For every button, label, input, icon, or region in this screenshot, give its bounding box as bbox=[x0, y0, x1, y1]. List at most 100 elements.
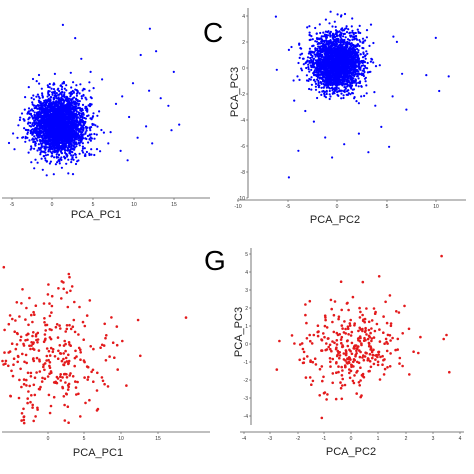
data-point bbox=[100, 128, 103, 132]
data-point bbox=[67, 172, 70, 175]
data-point bbox=[178, 123, 181, 126]
data-point bbox=[58, 146, 61, 149]
data-point bbox=[313, 70, 316, 73]
data-point bbox=[333, 35, 336, 39]
data-point bbox=[78, 122, 81, 125]
data-point bbox=[323, 93, 326, 96]
data-point bbox=[317, 79, 320, 83]
data-point bbox=[67, 158, 70, 161]
data-point bbox=[57, 153, 61, 156]
data-point bbox=[347, 28, 350, 31]
data-point bbox=[44, 127, 48, 130]
data-point bbox=[325, 68, 329, 71]
data-point bbox=[32, 98, 36, 101]
x-tick-label: 10 bbox=[131, 202, 137, 208]
data-point bbox=[54, 135, 57, 138]
data-point bbox=[53, 72, 57, 75]
data-point bbox=[126, 159, 129, 162]
data-point bbox=[319, 50, 322, 53]
data-point bbox=[35, 132, 38, 135]
data-point bbox=[60, 121, 64, 124]
data-point bbox=[31, 137, 34, 140]
data-point bbox=[70, 132, 73, 135]
data-point bbox=[18, 118, 21, 122]
data-point bbox=[45, 146, 48, 149]
data-point bbox=[61, 90, 64, 93]
data-point bbox=[58, 97, 61, 100]
data-point bbox=[42, 155, 45, 158]
points-top-right bbox=[274, 10, 450, 179]
data-point bbox=[351, 88, 354, 91]
data-point bbox=[344, 87, 347, 90]
data-point bbox=[95, 133, 98, 136]
data-point bbox=[55, 153, 58, 156]
data-point bbox=[75, 134, 78, 137]
data-point bbox=[42, 107, 46, 111]
x-tick-label: -5 bbox=[286, 204, 291, 210]
data-point bbox=[33, 104, 36, 107]
data-point bbox=[84, 117, 87, 120]
data-point bbox=[40, 150, 43, 153]
data-point bbox=[336, 13, 339, 16]
data-point bbox=[340, 92, 343, 95]
data-point bbox=[35, 128, 38, 131]
data-point bbox=[348, 75, 351, 78]
data-point bbox=[82, 112, 85, 115]
data-point bbox=[358, 44, 361, 48]
x-tick-label: -5 bbox=[10, 202, 15, 208]
data-point bbox=[41, 92, 44, 95]
data-point bbox=[357, 49, 360, 52]
data-point bbox=[313, 65, 316, 68]
data-point bbox=[90, 133, 93, 136]
data-point bbox=[69, 92, 72, 95]
data-point bbox=[307, 52, 310, 55]
data-point bbox=[72, 91, 75, 94]
data-point bbox=[91, 123, 94, 126]
data-point bbox=[81, 107, 84, 110]
data-point bbox=[358, 39, 361, 42]
data-point bbox=[155, 50, 158, 53]
data-point bbox=[79, 121, 82, 124]
data-point bbox=[359, 66, 362, 69]
data-point bbox=[131, 82, 135, 85]
data-point bbox=[71, 126, 75, 129]
data-point bbox=[47, 85, 50, 89]
data-point bbox=[312, 79, 315, 82]
data-point bbox=[48, 103, 51, 106]
data-point bbox=[89, 96, 92, 99]
data-point bbox=[332, 42, 335, 45]
data-point bbox=[34, 116, 37, 119]
data-point bbox=[311, 45, 314, 48]
data-point bbox=[339, 41, 342, 44]
data-point bbox=[350, 25, 353, 28]
data-point bbox=[56, 114, 59, 117]
data-point bbox=[372, 41, 375, 45]
data-point bbox=[71, 151, 74, 154]
data-point bbox=[301, 57, 305, 60]
data-point bbox=[41, 96, 44, 99]
data-point bbox=[36, 149, 39, 152]
data-point bbox=[306, 59, 309, 62]
data-point bbox=[72, 148, 75, 151]
data-point bbox=[57, 118, 61, 121]
data-point bbox=[35, 134, 38, 137]
y-tick-label: -10 bbox=[238, 196, 245, 202]
data-point bbox=[34, 143, 37, 146]
data-point bbox=[71, 128, 74, 131]
data-point bbox=[346, 81, 349, 84]
data-point bbox=[306, 56, 310, 59]
data-point bbox=[31, 103, 34, 106]
data-point bbox=[76, 113, 79, 116]
data-point bbox=[44, 106, 47, 109]
data-point bbox=[52, 150, 55, 153]
data-point bbox=[358, 63, 361, 66]
data-point bbox=[44, 114, 47, 117]
data-point bbox=[373, 91, 376, 94]
data-point bbox=[317, 70, 321, 73]
data-point bbox=[72, 81, 75, 84]
data-point bbox=[309, 38, 312, 41]
data-point bbox=[44, 110, 47, 113]
data-point bbox=[68, 109, 71, 113]
data-point bbox=[314, 85, 317, 88]
data-point bbox=[39, 102, 42, 105]
